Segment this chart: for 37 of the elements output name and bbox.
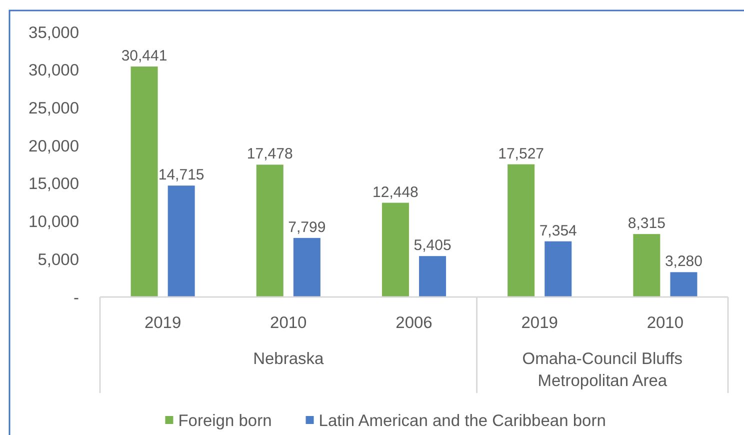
bar <box>256 164 284 297</box>
y-tick-label: - <box>74 288 79 307</box>
data-label: 30,441 <box>121 48 168 65</box>
data-label: 12,448 <box>372 184 418 201</box>
bar <box>293 238 320 297</box>
bar <box>508 164 535 297</box>
data-label: 7,799 <box>288 218 326 236</box>
x-tick-label: 2010 <box>646 314 684 332</box>
x-tick-label: 2019 <box>521 314 558 332</box>
legend-label: Foreign born <box>178 412 272 430</box>
y-tick-label: 10,000 <box>28 213 79 232</box>
data-label: 14,715 <box>158 166 204 184</box>
y-tick-label: 30,000 <box>28 62 79 80</box>
bar <box>670 272 698 297</box>
data-label: 8,315 <box>628 215 666 232</box>
y-tick-label: 25,000 <box>28 99 79 118</box>
x-tick-label: 2019 <box>144 314 182 332</box>
data-label: 17,527 <box>498 145 544 162</box>
bar <box>130 66 158 297</box>
data-label: 7,354 <box>539 222 577 240</box>
bar <box>419 256 446 297</box>
bar <box>168 186 195 297</box>
x-tick-label: 2006 <box>396 314 432 332</box>
bar <box>633 234 660 297</box>
y-tick-label: 15,000 <box>28 175 79 194</box>
bar <box>382 202 409 297</box>
data-label: 5,405 <box>414 237 452 254</box>
x-tick-label: 2010 <box>270 314 307 332</box>
legend-label: Latin American and the Caribbean born <box>318 412 606 430</box>
text: Nebraska <box>253 350 325 368</box>
text: Omaha-Council Bluffs Metropolitan Area <box>522 350 682 390</box>
data-label: 3,280 <box>664 253 702 270</box>
bar <box>544 241 572 297</box>
y-tick-label: 20,000 <box>28 137 79 156</box>
data-label: 17,478 <box>246 146 293 163</box>
y-tick-label: 5,000 <box>38 250 79 269</box>
y-tick-label: 35,000 <box>28 24 79 42</box>
